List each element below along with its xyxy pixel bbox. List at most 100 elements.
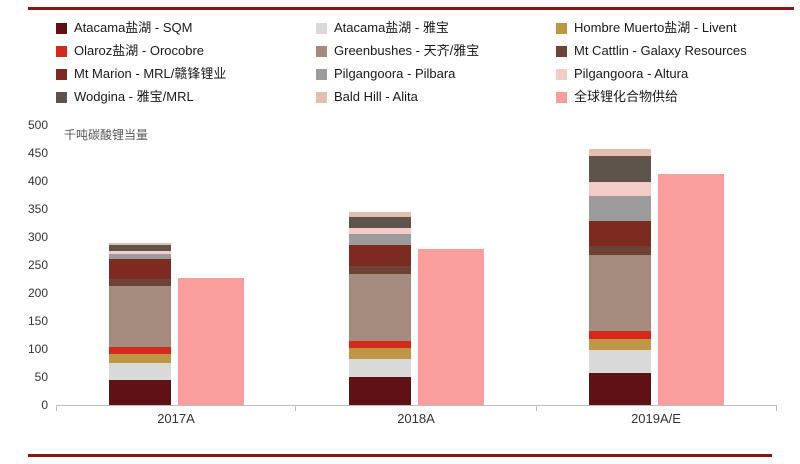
legend: Atacama盐湖 - SQM Atacama盐湖 - 雅宝 Hombre Muer…	[56, 21, 790, 104]
y-tick-label: 200	[27, 286, 48, 300]
bar-segment	[588, 254, 651, 331]
legend-item: Mt Cattlin - Galaxy Resources	[556, 44, 790, 58]
bar-segment	[348, 358, 411, 377]
bar-segment	[348, 216, 411, 229]
legend-label: Olaroz盐湖 - Orocobre	[74, 43, 205, 58]
bar-segment	[588, 338, 651, 351]
legend-swatch-icon	[56, 68, 67, 80]
legend-swatch-icon	[316, 68, 327, 80]
stacked-bar	[108, 242, 171, 405]
legend-swatch-icon	[316, 45, 327, 57]
x-tick-label: 2018A	[397, 411, 435, 426]
bar-segment	[348, 211, 411, 217]
bar-segment	[108, 259, 171, 280]
legend-item: Wodgina - 雅宝/MRL	[56, 90, 312, 104]
legend-item: Greenbushes - 天齐/雅宝	[316, 44, 552, 58]
stacked-bar	[348, 211, 411, 405]
legend-item: Pilgangoora - Altura	[556, 67, 790, 81]
legend-item: Olaroz盐湖 - Orocobre	[56, 44, 312, 58]
x-axis-tickmark	[295, 405, 297, 411]
bar-segment	[108, 379, 171, 405]
stacked-bar	[588, 148, 651, 405]
x-axis-tickmark	[775, 405, 777, 411]
legend-item: Atacama盐湖 - SQM	[56, 21, 312, 35]
x-axis-tickmark	[55, 405, 57, 411]
bar-group	[108, 242, 244, 405]
legend-swatch-icon	[56, 22, 67, 34]
bar-segment	[348, 274, 411, 342]
y-tick-label: 250	[27, 258, 48, 272]
bar-group	[588, 148, 724, 405]
legend-swatch-icon	[556, 68, 567, 80]
legend-item: 全球锂化合物供给	[556, 90, 790, 104]
legend-swatch-icon	[556, 91, 567, 103]
bar-segment	[108, 285, 171, 348]
x-axis-labels: 2017A 2018A 2019A/E	[56, 411, 776, 426]
plot-area	[55, 125, 777, 411]
legend-item: Pilgangoora - Pilbara	[316, 67, 552, 81]
x-tick-label: 2019A/E	[631, 411, 681, 426]
bar-segment	[588, 220, 651, 247]
chart: 千吨碳酸锂当量 0 50 100 150 200 250 300 350 400 450 500 2…	[14, 118, 786, 437]
legend-item: Bald Hill - Alita	[316, 90, 552, 104]
legend-label: Pilgangoora - Pilbara	[334, 66, 456, 81]
y-tick-label: 150	[27, 314, 48, 328]
legend-item: Atacama盐湖 - 雅宝	[316, 21, 552, 35]
bar-segment	[108, 245, 171, 252]
legend-swatch-icon	[56, 45, 67, 57]
legend-label: Pilgangoora - Altura	[574, 66, 689, 81]
bar-segment	[348, 341, 411, 349]
x-axis-tickmark	[535, 405, 537, 411]
y-axis-title: 千吨碳酸锂当量	[64, 128, 149, 142]
y-axis: 0 50 100 150 200 250 300 350 400 450 500	[14, 118, 48, 412]
y-tick-label: 500	[27, 118, 48, 132]
bar-segment	[108, 279, 171, 286]
legend-item: Hombre Muerto盐湖 - Livent	[556, 21, 790, 35]
bar-segment	[348, 233, 411, 245]
supply-bar	[657, 174, 724, 405]
legend-label: Mt Cattlin - Galaxy Resources	[574, 43, 747, 58]
supply-bar	[417, 249, 484, 405]
bar-segment	[108, 242, 171, 246]
legend-swatch-icon	[556, 22, 567, 34]
legend-label: Greenbushes - 天齐/雅宝	[334, 43, 480, 58]
supply-bar	[177, 277, 244, 405]
legend-item: Mt Marion - MRL/赣锋锂业	[56, 67, 312, 81]
legend-swatch-icon	[316, 91, 327, 103]
bar-segment	[348, 228, 411, 234]
top-rule	[28, 7, 794, 10]
bar-segment	[588, 246, 651, 255]
y-tick-label: 50	[34, 370, 48, 384]
bar-segment	[588, 195, 651, 221]
legend-label: Atacama盐湖 - SQM	[74, 20, 193, 35]
y-tick-label: 350	[27, 202, 48, 216]
y-tick-label: 0	[41, 398, 48, 412]
bar-segment	[108, 363, 171, 380]
bar-segment	[588, 330, 651, 339]
bar-segment	[348, 244, 411, 267]
bar-segment	[588, 148, 651, 157]
bar-segment	[588, 350, 651, 373]
legend-swatch-icon	[316, 22, 327, 34]
bar-segment	[348, 266, 411, 274]
bar-segment	[108, 253, 171, 260]
bar-group	[348, 211, 484, 405]
bar-segment	[108, 251, 171, 254]
bottom-rule	[28, 454, 772, 457]
legend-label: 全球锂化合物供给	[574, 89, 679, 104]
y-tick-label: 400	[27, 174, 48, 188]
bar-segment	[588, 181, 651, 196]
legend-label: Hombre Muerto盐湖 - Livent	[574, 20, 737, 35]
bar-segment	[348, 348, 411, 359]
y-tick-label: 100	[27, 342, 48, 356]
legend-swatch-icon	[56, 91, 67, 103]
bar-segment	[108, 347, 171, 355]
legend-label: Mt Marion - MRL/赣锋锂业	[74, 66, 227, 81]
legend-swatch-icon	[556, 45, 567, 57]
y-tick-label: 300	[27, 230, 48, 244]
y-tick-label: 450	[27, 146, 48, 160]
bar-segment	[588, 156, 651, 182]
bar-segment	[588, 372, 651, 405]
legend-label: Wodgina - 雅宝/MRL	[74, 89, 194, 104]
